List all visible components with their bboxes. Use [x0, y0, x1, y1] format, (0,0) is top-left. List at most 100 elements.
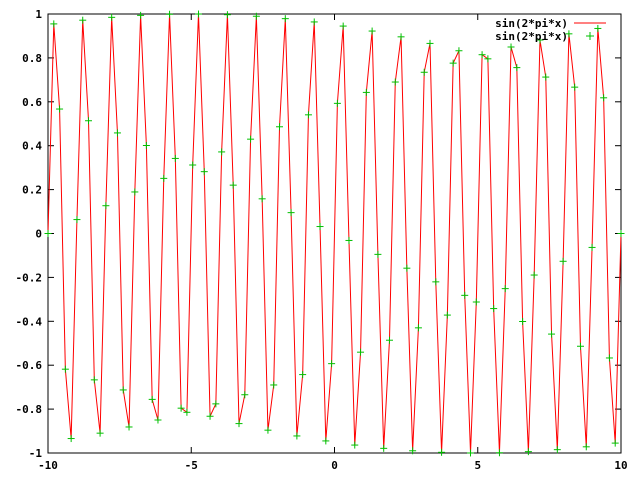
y-tick-label: -0.4 — [16, 315, 43, 328]
data-point-marker — [235, 420, 243, 428]
data-point-marker — [588, 243, 596, 251]
data-point-marker — [148, 395, 156, 403]
data-point-marker — [73, 216, 81, 224]
data-point-marker — [96, 429, 104, 437]
data-point-marker — [247, 135, 255, 143]
data-point-marker — [264, 426, 272, 434]
y-tick-label: -0.2 — [16, 271, 43, 284]
data-point-marker — [90, 376, 98, 384]
data-point-marker — [44, 230, 52, 237]
x-tick-label: 0 — [331, 459, 338, 472]
y-tick-label: 1 — [35, 8, 42, 21]
data-point-marker — [223, 11, 231, 19]
data-point-marker — [461, 291, 469, 299]
y-tick-label: 0.2 — [22, 184, 42, 197]
y-tick-label: 0 — [35, 228, 42, 241]
legend-entry-2-label: sin(2*pi*x) — [495, 30, 568, 43]
data-point-marker — [559, 257, 567, 265]
series-points-group — [44, 10, 625, 457]
data-point-marker — [362, 88, 370, 96]
data-point-marker — [530, 271, 538, 279]
data-point-marker — [565, 30, 573, 38]
data-point-marker — [299, 371, 307, 379]
data-point-marker — [490, 305, 498, 313]
data-point-marker — [605, 354, 613, 362]
data-point-marker — [218, 148, 226, 156]
data-point-marker — [189, 161, 197, 169]
data-point-marker — [594, 24, 602, 32]
data-point-marker — [304, 111, 312, 119]
data-point-marker — [484, 55, 492, 63]
x-tick-label: 10 — [614, 459, 627, 472]
data-point-marker — [79, 16, 87, 24]
data-point-marker — [171, 154, 179, 162]
data-point-marker — [241, 391, 249, 399]
data-point-marker — [495, 449, 503, 457]
data-point-marker — [316, 223, 324, 231]
data-point-marker — [276, 123, 284, 131]
data-point-marker — [142, 141, 150, 149]
data-point-marker — [137, 11, 145, 19]
data-point-marker — [380, 444, 388, 452]
data-point-marker — [553, 446, 561, 454]
data-point-marker — [339, 22, 347, 30]
data-point-marker — [258, 195, 266, 203]
data-point-marker — [310, 18, 318, 26]
data-point-marker — [293, 432, 301, 440]
data-point-marker — [600, 94, 608, 102]
data-point-marker — [409, 447, 417, 455]
data-point-marker — [113, 129, 121, 137]
data-point-marker — [108, 13, 116, 21]
data-point-marker — [351, 441, 359, 449]
legend-entry-2-swatch — [586, 32, 594, 40]
data-point-marker — [229, 181, 237, 189]
data-point-marker — [194, 10, 202, 18]
data-point-marker — [432, 278, 440, 286]
data-point-marker — [166, 10, 174, 18]
data-point-marker — [414, 324, 422, 332]
data-point-marker — [571, 83, 579, 91]
data-point-marker — [397, 33, 405, 41]
data-point-marker — [524, 448, 532, 456]
y-tick-label: -1 — [29, 447, 43, 460]
data-point-marker — [617, 230, 625, 237]
x-tick-label: 5 — [474, 459, 481, 472]
data-point-marker — [467, 449, 475, 457]
data-point-marker — [102, 202, 110, 210]
data-point-marker — [200, 168, 208, 176]
x-tick-label: -10 — [38, 459, 58, 472]
data-point-marker — [154, 416, 162, 424]
data-point-marker — [131, 188, 139, 196]
data-point-marker — [443, 311, 451, 319]
data-point-marker — [119, 386, 127, 394]
data-point-marker — [548, 330, 556, 338]
data-point-marker — [50, 20, 58, 28]
data-point-marker — [345, 236, 353, 244]
data-point-marker — [287, 209, 295, 217]
legend-entry-1-label: sin(2*pi*x) — [495, 17, 568, 30]
data-point-marker — [385, 336, 393, 344]
data-point-marker — [455, 47, 463, 55]
data-point-marker — [478, 51, 486, 59]
data-point-marker — [67, 435, 75, 443]
data-point-marker — [368, 27, 376, 35]
data-point-marker — [328, 360, 336, 368]
data-point-marker — [85, 117, 93, 125]
data-point-marker — [449, 59, 457, 67]
data-point-marker — [611, 439, 619, 447]
y-tick-label: -0.8 — [16, 403, 43, 416]
data-point-marker — [438, 448, 446, 456]
data-point-marker — [472, 298, 480, 306]
data-point-marker — [270, 381, 278, 389]
y-tick-label: 0.4 — [22, 140, 42, 153]
data-point-marker — [576, 342, 584, 350]
data-point-marker — [542, 73, 550, 81]
y-tick-label: 0.6 — [22, 96, 42, 109]
data-point-marker — [357, 348, 365, 356]
data-point-marker — [420, 68, 428, 76]
data-point-marker — [125, 423, 133, 431]
data-point-marker — [160, 174, 168, 182]
data-point-marker — [536, 36, 544, 44]
y-tick-label: -0.6 — [16, 359, 43, 372]
x-tick-label: -5 — [185, 459, 198, 472]
